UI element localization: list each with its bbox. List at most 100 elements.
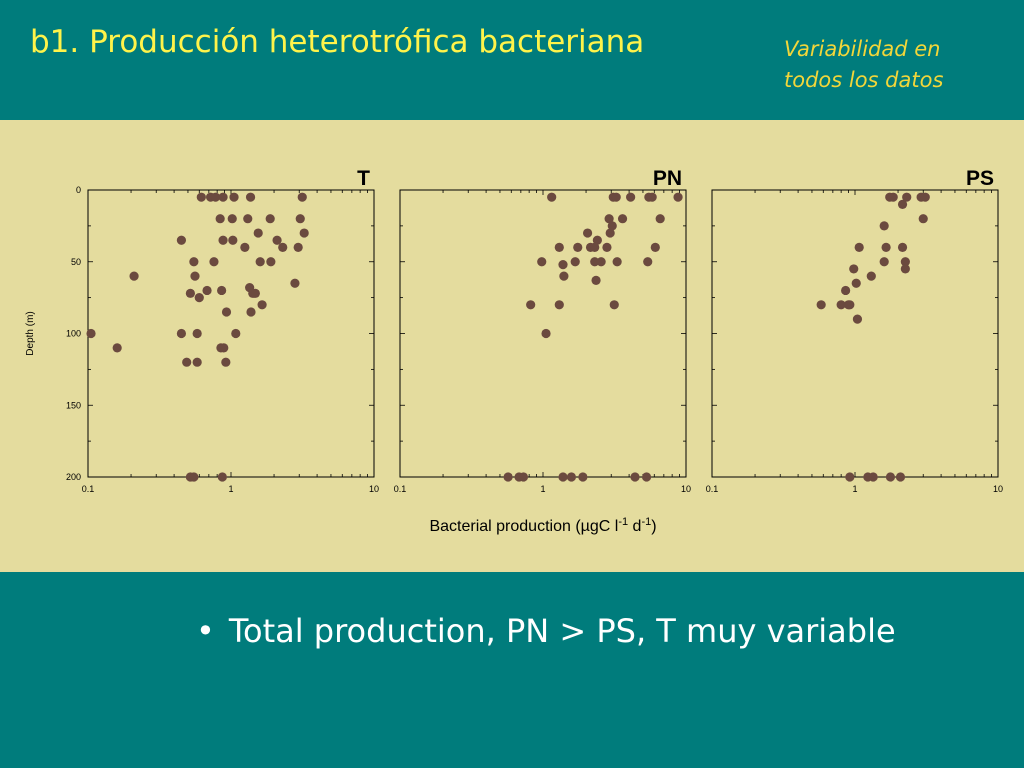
data-point-PN-7: [604, 214, 614, 224]
x-tick-label: 10: [369, 484, 379, 494]
data-point-T-18: [240, 242, 250, 252]
data-point-T-16: [272, 235, 282, 245]
data-point-T-34: [290, 278, 300, 288]
data-point-PS-12: [900, 257, 910, 267]
data-point-T-40: [192, 328, 202, 339]
data-point-PS-14: [849, 264, 859, 274]
data-point-T-17: [299, 228, 309, 238]
data-point-T-25: [129, 271, 139, 281]
data-point-PS-15: [866, 271, 876, 281]
data-point-T-2: [210, 192, 221, 202]
y-tick-label: 200: [66, 472, 81, 482]
x-axis-label-superscript: -1: [618, 516, 628, 528]
data-point-PN-22: [570, 257, 580, 267]
slide-note-line-1: Variabilidad en: [784, 37, 941, 61]
data-point-T-21: [189, 257, 199, 267]
data-point-PS-1: [888, 192, 898, 202]
data-point-PS-9: [881, 242, 891, 252]
data-point-PS-3: [902, 192, 912, 202]
data-point-T-23: [255, 257, 265, 267]
data-point-PS-25: [868, 472, 878, 482]
data-point-PN-15: [573, 242, 583, 252]
data-point-T-49: [189, 472, 199, 482]
data-point-PN-28: [591, 275, 601, 286]
data-point-T-39: [176, 328, 187, 339]
data-point-T-9: [243, 214, 253, 224]
data-point-PS-2: [897, 199, 908, 209]
data-point-PN-14: [554, 242, 564, 252]
data-point-T-50: [217, 472, 227, 482]
data-point-PS-13: [900, 264, 910, 274]
data-point-PS-27: [895, 472, 906, 482]
x-tick-label: 1: [228, 484, 233, 494]
data-point-T-41: [231, 328, 241, 339]
bullet-marker: •: [196, 612, 215, 650]
data-point-PN-13: [607, 221, 617, 231]
data-point-PN-35: [518, 472, 529, 482]
data-point-T-8: [227, 214, 237, 224]
x-axis-label-part: ): [651, 518, 656, 535]
data-point-T-45: [182, 357, 192, 367]
data-point-PS-7: [879, 221, 889, 231]
data-point-PN-33: [503, 472, 513, 482]
x-axis-label-part: d: [628, 518, 641, 535]
data-point-PN-0: [547, 192, 557, 202]
data-point-T-7: [215, 214, 225, 224]
data-point-PN-11: [592, 235, 602, 245]
y-tick-label: 100: [66, 329, 81, 339]
data-point-PS-8: [854, 242, 864, 252]
data-point-T-26: [190, 271, 200, 281]
data-point-PN-10: [582, 228, 593, 238]
panel-title-T: T: [357, 167, 370, 190]
x-axis-label-part: Bacterial production (µgC l: [429, 518, 618, 535]
x-tick-label: 0.1: [82, 484, 95, 494]
data-point-PN-27: [559, 271, 569, 281]
data-point-T-3: [218, 192, 228, 202]
data-point-PS-16: [851, 278, 861, 288]
data-point-T-4: [229, 192, 239, 202]
data-point-PS-17: [841, 285, 851, 296]
data-point-PN-19: [650, 242, 660, 252]
slide-note-line-2: todos los datos: [784, 68, 944, 92]
data-point-T-11: [295, 214, 305, 224]
panel-title-PS: PS: [966, 167, 994, 190]
data-point-T-13: [218, 235, 228, 245]
data-point-PN-3: [626, 192, 636, 202]
data-point-PN-24: [596, 257, 606, 267]
data-point-T-35: [257, 300, 267, 310]
x-tick-label: 0.1: [394, 484, 407, 494]
y-tick-label: 150: [66, 400, 81, 410]
data-point-PS-18: [816, 300, 826, 310]
data-point-T-28: [194, 293, 204, 303]
slide-title: b1. Producción heterotrófica bacteriana: [30, 24, 645, 60]
data-point-T-30: [217, 285, 227, 296]
data-point-PS-22: [852, 314, 863, 324]
data-point-PN-6: [673, 192, 683, 202]
data-point-T-15: [253, 228, 263, 238]
data-point-T-12: [176, 235, 187, 245]
data-point-PN-26: [643, 257, 653, 267]
data-point-T-37: [246, 307, 256, 317]
data-point-T-33: [250, 288, 260, 298]
data-point-PS-19: [836, 300, 846, 310]
data-point-PN-31: [609, 300, 619, 310]
data-point-T-46: [192, 357, 202, 367]
data-point-PN-9: [655, 214, 665, 224]
data-point-T-27: [185, 288, 195, 298]
bullet-text: Total production, PN > PS, T muy variabl…: [228, 612, 896, 650]
data-point-T-20: [293, 242, 303, 252]
data-point-PN-30: [554, 300, 564, 310]
data-point-PS-6: [918, 214, 928, 224]
data-point-PN-39: [630, 472, 640, 482]
panel-title-PN: PN: [653, 167, 682, 190]
data-point-PS-10: [897, 242, 908, 252]
x-tick-label: 1: [852, 484, 857, 494]
panel-frame-0: [87, 189, 375, 478]
data-point-T-36: [221, 307, 232, 317]
data-point-T-29: [202, 285, 212, 296]
data-point-PN-21: [558, 260, 568, 270]
data-point-PN-20: [537, 257, 547, 267]
x-tick-label: 10: [681, 484, 691, 494]
data-point-T-24: [266, 257, 276, 267]
